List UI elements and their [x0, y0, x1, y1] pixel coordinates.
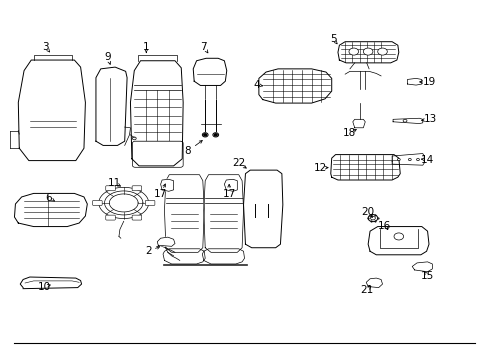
Polygon shape: [18, 60, 85, 161]
Text: 18: 18: [342, 129, 355, 139]
Polygon shape: [130, 61, 183, 166]
Polygon shape: [411, 262, 431, 272]
Circle shape: [348, 48, 358, 55]
Text: 11: 11: [107, 178, 121, 188]
Text: 22: 22: [232, 158, 245, 168]
Text: 15: 15: [420, 271, 433, 281]
Polygon shape: [243, 170, 282, 248]
FancyBboxPatch shape: [105, 186, 115, 191]
Text: 6: 6: [45, 193, 52, 203]
Polygon shape: [367, 226, 428, 255]
Circle shape: [367, 215, 377, 222]
Circle shape: [202, 133, 208, 137]
Circle shape: [203, 134, 206, 136]
Circle shape: [370, 216, 375, 220]
Polygon shape: [193, 58, 226, 85]
Polygon shape: [337, 42, 398, 63]
Polygon shape: [391, 154, 424, 165]
FancyBboxPatch shape: [105, 215, 115, 220]
Polygon shape: [157, 237, 175, 246]
Circle shape: [212, 133, 218, 137]
Circle shape: [397, 158, 399, 161]
Text: 17: 17: [222, 189, 235, 199]
Circle shape: [377, 48, 386, 55]
Circle shape: [402, 119, 406, 122]
Polygon shape: [407, 78, 421, 85]
Circle shape: [416, 158, 419, 161]
Text: 3: 3: [42, 42, 49, 52]
Polygon shape: [163, 249, 205, 264]
Polygon shape: [96, 67, 127, 145]
Text: 20: 20: [361, 207, 374, 217]
Text: 14: 14: [420, 154, 433, 165]
Text: 2: 2: [145, 246, 152, 256]
Polygon shape: [160, 179, 173, 191]
Text: 13: 13: [423, 114, 436, 124]
Polygon shape: [203, 175, 243, 252]
Polygon shape: [392, 118, 422, 123]
Polygon shape: [20, 277, 81, 289]
Text: 1: 1: [142, 42, 149, 52]
Circle shape: [393, 233, 403, 240]
Text: 8: 8: [184, 146, 191, 156]
Text: 4: 4: [253, 80, 259, 90]
FancyBboxPatch shape: [145, 201, 155, 206]
Polygon shape: [164, 175, 204, 252]
FancyBboxPatch shape: [132, 141, 183, 167]
FancyBboxPatch shape: [132, 215, 142, 220]
Circle shape: [363, 48, 372, 55]
Text: 16: 16: [378, 221, 391, 231]
Circle shape: [407, 158, 410, 161]
Text: 9: 9: [104, 52, 111, 62]
Text: 21: 21: [359, 285, 372, 295]
FancyBboxPatch shape: [132, 186, 142, 191]
Polygon shape: [15, 193, 87, 226]
Polygon shape: [352, 119, 365, 128]
Polygon shape: [366, 278, 382, 288]
Text: 12: 12: [313, 163, 326, 173]
Text: 7: 7: [200, 42, 206, 52]
FancyBboxPatch shape: [92, 201, 102, 206]
Polygon shape: [258, 69, 331, 103]
Text: 10: 10: [38, 282, 51, 292]
Circle shape: [214, 134, 217, 136]
Text: 17: 17: [154, 189, 167, 199]
Text: 19: 19: [422, 77, 435, 87]
Polygon shape: [330, 154, 399, 180]
Polygon shape: [224, 179, 237, 191]
Polygon shape: [202, 249, 244, 264]
Text: 5: 5: [329, 34, 336, 44]
